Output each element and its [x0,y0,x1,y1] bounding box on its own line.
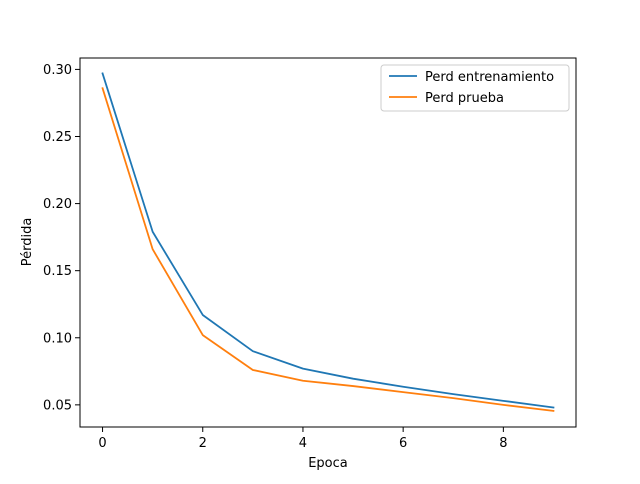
series-line-train [101,72,555,409]
x-tick-label: 4 [299,436,307,451]
legend-label-test: Perd prueba [425,91,504,106]
y-tick-label: 0.10 [43,331,72,346]
x-tick-label: 2 [199,436,207,451]
y-tick-label: 0.30 [43,63,72,78]
x-axis: 0 2 4 6 8 [98,427,507,451]
x-axis-label: Epoca [308,456,348,471]
series-line-test [101,87,555,412]
y-tick-label: 0.15 [43,264,72,279]
y-tick-label: 0.20 [43,197,72,212]
legend-label-train: Perd entrenamiento [425,70,554,85]
x-tick-label: 8 [499,436,507,451]
x-tick-label: 6 [399,436,407,451]
legend: Perd entrenamiento Perd prueba [380,64,570,112]
axes-frame [79,57,577,428]
y-axis: 0.05 0.10 0.15 0.20 0.25 0.30 [43,63,80,413]
plot-area [101,72,555,412]
legend-box [380,64,570,112]
x-tick-label: 0 [98,436,106,451]
y-tick-label: 0.05 [43,398,72,413]
y-axis-label: Pérdida [20,218,35,267]
y-tick-label: 0.25 [43,130,72,145]
